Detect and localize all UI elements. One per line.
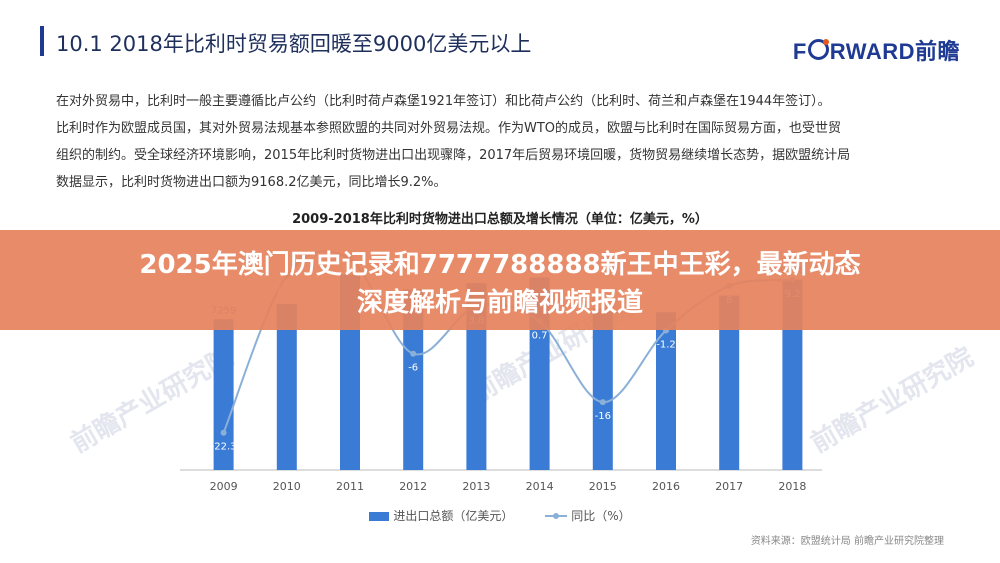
x-tick-label: 2017 (715, 480, 743, 493)
paragraph-line: 比利时作为欧盟成员国，其对外贸易法规基本参照欧盟的共同对外贸易法规。作为WTO的… (56, 121, 842, 136)
line-data-label: -1.2 (656, 339, 676, 350)
x-tick-label: 2009 (210, 480, 238, 493)
line-point (220, 429, 227, 436)
bar (719, 295, 740, 470)
x-tick-label: 2015 (589, 480, 617, 493)
forward-logo: F RWARD前瞻 (792, 39, 960, 64)
line-point (410, 350, 417, 357)
chart-title: 2009-2018年比利时货物进出口总额及增长情况（单位：亿美元，%） (292, 212, 708, 227)
x-tick-label: 2016 (652, 480, 680, 493)
x-tick-label: 2010 (273, 480, 301, 493)
legend-line-label: 同比（%） (571, 509, 631, 523)
title-accent-bar (40, 26, 44, 56)
paragraph-line: 组织的制约。受全球经济环境影响，2015年比利时货物进出口出现骤降，2017年后… (56, 148, 851, 163)
line-data-label: -16 (595, 411, 611, 422)
bar (656, 312, 676, 470)
chart-legend: 进出口总额（亿美元） 同比（%） (0, 507, 1000, 524)
slide-title: 10.1 2018年比利时贸易额回暖至9000亿美元以上 (56, 32, 532, 56)
source-note: 资料来源：欧盟统计局 前瞻产业研究院整理 (750, 536, 944, 547)
bar (276, 303, 297, 470)
legend-bar-swatch (369, 512, 390, 521)
bar (403, 289, 424, 470)
legend-item-bar: 进出口总额（亿美元） (369, 509, 513, 523)
chart-svg: 2009725920102011201220132014927320157791… (180, 250, 822, 493)
intro-paragraph: 在对外贸易中，比利时一般主要遵循比卢公约（比利时荷卢森堡1921年签订）和比荷卢… (56, 88, 956, 196)
x-tick-label: 2012 (399, 480, 427, 493)
x-tick-label: 2011 (336, 480, 364, 493)
line-point (599, 399, 606, 406)
line-data-label: 0.7 (532, 330, 548, 341)
legend-item-line: 同比（%） (545, 509, 631, 523)
paragraph-line: 在对外贸易中，比利时一般主要遵循比卢公约（比利时荷卢森堡1921年签订）和比荷卢… (56, 94, 831, 109)
banner-line-2: 深度解析与前瞻视频报道 (356, 288, 643, 318)
x-tick-label: 2013 (462, 480, 490, 493)
bar (213, 319, 234, 470)
banner-line-1: 2025年澳门历史记录和7777788888新王中王彩，最新动态 (139, 250, 861, 280)
banner-text: 2025年澳门历史记录和7777788888新王中王彩，最新动态 深度解析与前瞻… (0, 246, 1000, 322)
bar (592, 308, 613, 470)
line-data-label: -22.3 (211, 442, 237, 453)
paragraph-line: 数据显示，比利时货物进出口额为9168.2亿美元，同比增长9.2%。 (56, 175, 447, 190)
legend-line-swatch (545, 513, 568, 519)
headline-banner (0, 230, 1000, 330)
x-tick-label: 2014 (526, 480, 554, 493)
line-data-label: -6 (408, 363, 418, 374)
legend-bar-label: 进出口总额（亿美元） (393, 509, 514, 523)
x-tick-label: 2018 (778, 480, 806, 493)
